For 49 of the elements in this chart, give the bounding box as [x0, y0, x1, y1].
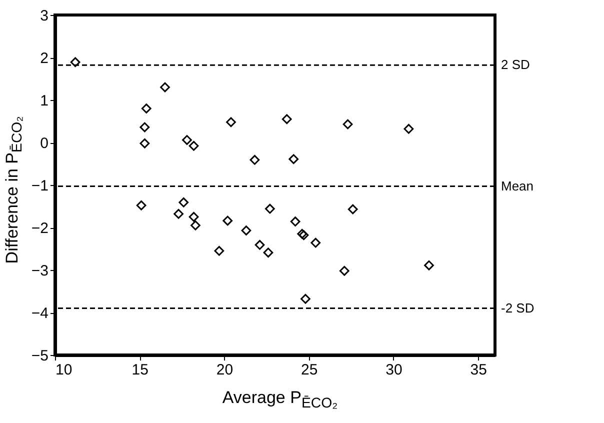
point — [250, 154, 260, 165]
point — [282, 114, 292, 124]
point — [70, 57, 80, 68]
point — [222, 216, 233, 226]
point — [190, 220, 200, 230]
point — [214, 246, 224, 256]
y-tick-label: 3 — [40, 8, 48, 24]
point — [254, 240, 265, 250]
point — [141, 104, 152, 114]
point — [290, 216, 300, 226]
point — [404, 124, 414, 134]
point — [342, 119, 353, 130]
y-tick-label: −5 — [31, 348, 48, 364]
point — [226, 117, 236, 128]
point — [288, 154, 299, 164]
point — [263, 248, 274, 258]
y-tick-label: −1 — [31, 178, 48, 194]
point — [140, 122, 150, 132]
x-tick-label: 20 — [216, 362, 234, 378]
y-tick-label: 2 — [40, 50, 48, 67]
x-tick-label: 30 — [386, 362, 402, 378]
point — [264, 204, 275, 214]
point — [174, 208, 184, 219]
point — [178, 197, 189, 208]
x-tick-label: 10 — [56, 362, 72, 378]
y-tick-label: 0 — [40, 135, 48, 152]
point — [241, 226, 252, 236]
point — [140, 138, 150, 148]
point — [182, 135, 192, 145]
x-axis-title: Average P$_{ĒCO₂}$ — [221, 388, 339, 412]
point — [300, 294, 310, 304]
point — [160, 82, 170, 92]
point — [188, 140, 199, 151]
x-tick-label: 25 — [301, 362, 318, 378]
y-tick-label: −2 — [31, 220, 48, 237]
point — [348, 204, 358, 214]
point — [188, 212, 199, 222]
point — [424, 260, 434, 270]
ref-line-label: 2 SD — [501, 57, 530, 72]
y-tick-label: −3 — [31, 262, 48, 280]
point — [339, 266, 350, 276]
ref-line-label: -2 SD — [501, 300, 534, 316]
point — [310, 238, 321, 248]
ref-line-label: Mean — [501, 178, 534, 194]
y-tick-label: −4 — [31, 305, 48, 322]
x-tick-label: 35 — [470, 362, 487, 378]
y-tick-label: 1 — [40, 92, 48, 110]
x-tick-label: 15 — [132, 362, 148, 378]
point — [136, 200, 146, 210]
